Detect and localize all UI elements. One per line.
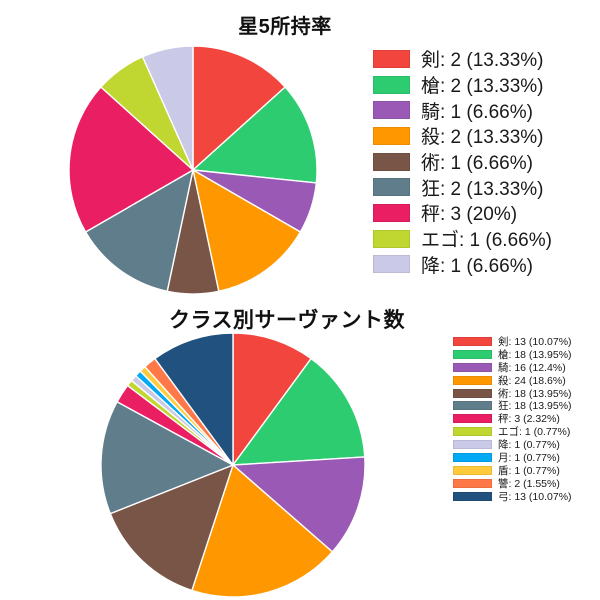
legend-item-槍[interactable]: 槍: 18 (13.95%): [453, 348, 572, 361]
legend-item-騎[interactable]: 騎: 16 (12.4%): [453, 361, 572, 374]
legend-label: 騎: 1 (6.66%): [421, 101, 533, 123]
legend-label: 術: 18 (13.95%): [498, 387, 572, 400]
pie-slice-術[interactable]: [109, 464, 234, 592]
pie-class-count: [100, 332, 366, 598]
legend-swatch: [453, 452, 492, 462]
legend-swatch: [373, 178, 410, 197]
legend-item-殺[interactable]: 殺: 24 (18.6%): [453, 374, 572, 387]
legend-swatch: [373, 203, 410, 222]
legend-label: 降: 1 (6.66%): [421, 255, 533, 277]
legend-swatch: [373, 229, 410, 248]
legend-label: 術: 1 (6.66%): [421, 153, 533, 175]
legend-item-術[interactable]: 術: 18 (13.95%): [453, 387, 572, 400]
legend-item-秤[interactable]: 秤: 3 (2.32%): [453, 412, 572, 425]
legend-swatch: [453, 491, 492, 501]
pie-slice-槍[interactable]: [232, 357, 366, 466]
legend-swatch: [453, 478, 492, 488]
legend-item-剣[interactable]: 剣: 13 (10.07%): [453, 335, 572, 348]
pie-slice-殺[interactable]: [191, 464, 334, 598]
legend-label: 殺: 24 (18.6%): [498, 374, 566, 387]
legend-star5: 剣: 2 (13.33%) 槍: 2 (13.33%) 騎: 1 (6.66%) 殺:…: [373, 46, 552, 277]
legend-swatch: [373, 126, 410, 145]
legend-swatch: [453, 440, 492, 450]
legend-label: 讐: 2 (1.55%): [498, 477, 560, 490]
legend-label: 狂: 2 (13.33%): [421, 178, 544, 200]
legend-item-剣[interactable]: 剣: 2 (13.33%): [373, 46, 552, 72]
pie-star5: [68, 45, 318, 295]
legend-item-槍[interactable]: 槍: 2 (13.33%): [373, 72, 552, 98]
legend-item-弓[interactable]: 弓: 13 (10.07%): [453, 490, 572, 503]
legend-label: 月: 1 (0.77%): [498, 451, 560, 464]
legend-item-殺[interactable]: 殺: 2 (13.33%): [373, 123, 552, 149]
legend-label: 剣: 2 (13.33%): [421, 50, 544, 72]
legend-label: 殺: 2 (13.33%): [421, 127, 544, 149]
pie-slice-剣[interactable]: [232, 332, 312, 466]
legend-label: 秤: 3 (20%): [421, 204, 518, 226]
pie-slice-降[interactable]: [141, 45, 194, 171]
pie-slice-秤[interactable]: [68, 86, 194, 233]
legend-item-盾[interactable]: 盾: 1 (0.77%): [453, 464, 572, 477]
legend-label: 槍: 18 (13.95%): [498, 348, 572, 361]
legend-label: 盾: 1 (0.77%): [498, 464, 560, 477]
legend-label: エゴ: 1 (6.66%): [421, 230, 552, 252]
legend-swatch: [453, 336, 492, 346]
legend-swatch: [453, 362, 492, 372]
legend-swatch: [373, 255, 410, 274]
legend-item-狂[interactable]: 狂: 18 (13.95%): [453, 399, 572, 412]
legend-item-月[interactable]: 月: 1 (0.77%): [453, 451, 572, 464]
legend-swatch: [373, 101, 410, 120]
legend-label: 騎: 16 (12.4%): [498, 361, 566, 374]
legend-label: 降: 1 (0.77%): [498, 439, 560, 452]
legend-swatch: [453, 375, 492, 385]
legend-swatch: [373, 49, 410, 68]
chart-title-class-count: クラス別サーヴァント数: [168, 309, 406, 332]
legend-item-エゴ[interactable]: エゴ: 1 (0.77%): [453, 425, 572, 438]
legend-label: 槍: 2 (13.33%): [421, 76, 544, 98]
pie-slice-弓[interactable]: [154, 332, 234, 466]
pie-slice-騎[interactable]: [232, 456, 366, 553]
legend-label: 狂: 18 (13.95%): [498, 400, 572, 413]
pie-slice-剣[interactable]: [192, 45, 286, 171]
legend-class-count: 剣: 13 (10.07%) 槍: 18 (13.95%) 騎: 16 (12.4%…: [453, 335, 572, 503]
legend-item-エゴ[interactable]: エゴ: 1 (6.66%): [373, 226, 552, 252]
legend-item-降[interactable]: 降: 1 (6.66%): [373, 252, 552, 278]
legend-item-讐[interactable]: 讐: 2 (1.55%): [453, 477, 572, 490]
legend-item-狂[interactable]: 狂: 2 (13.33%): [373, 174, 552, 200]
chart-title-star5: 星5所持率: [238, 16, 332, 38]
legend-swatch: [453, 349, 492, 359]
legend-item-騎[interactable]: 騎: 1 (6.66%): [373, 97, 552, 123]
pie-slice-狂[interactable]: [84, 169, 194, 292]
legend-item-秤[interactable]: 秤: 3 (20%): [373, 200, 552, 226]
legend-label: 弓: 13 (10.07%): [498, 490, 572, 503]
legend-swatch: [373, 75, 410, 94]
legend-swatch: [373, 152, 410, 171]
legend-label: 秤: 3 (2.32%): [498, 413, 560, 426]
legend-swatch: [453, 401, 492, 411]
pie-slice-殺[interactable]: [192, 169, 302, 292]
legend-label: 剣: 13 (10.07%): [498, 335, 572, 348]
legend-item-降[interactable]: 降: 1 (0.77%): [453, 438, 572, 451]
legend-swatch: [453, 465, 492, 475]
legend-swatch: [453, 414, 492, 424]
pie-slice-狂[interactable]: [100, 401, 234, 515]
legend-label: エゴ: 1 (0.77%): [498, 426, 571, 439]
legend-swatch: [453, 388, 492, 398]
legend-item-術[interactable]: 術: 1 (6.66%): [373, 149, 552, 175]
pie-slice-槍[interactable]: [192, 86, 318, 184]
legend-swatch: [453, 427, 492, 437]
